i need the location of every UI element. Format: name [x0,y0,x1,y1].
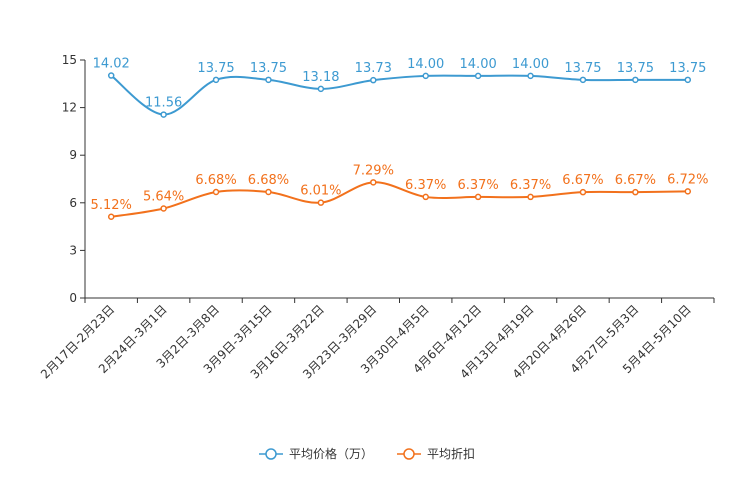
y-tick-label: 15 [62,53,77,67]
legend-marker-icon [265,448,277,460]
data-label: 6.37% [405,178,446,193]
y-tick-label: 6 [69,196,77,210]
data-label: 13.75 [250,61,287,76]
y-tick-label: 3 [69,243,77,257]
data-point [422,72,429,80]
data-label: 14.00 [407,57,444,72]
data-point [317,199,325,206]
data-label: 13.75 [669,61,706,76]
data-label: 6.37% [457,178,498,193]
data-label: 5.12% [91,198,132,213]
data-point [684,76,692,84]
data-label: 6.72% [667,172,708,187]
data-label: 13.73 [355,61,392,76]
data-point [370,76,377,84]
series-layer [107,72,692,221]
legend-item-0[interactable]: 平均价格（万） [259,446,373,461]
data-point [474,193,482,201]
data-point [370,179,377,186]
data-point [579,188,587,196]
data-label: 6.01% [300,184,341,199]
data-label: 11.56 [145,96,182,111]
series-line-0 [110,74,688,116]
data-label: 6.37% [510,178,551,193]
data-point [474,72,482,80]
data-label: 5.64% [143,190,184,205]
data-point [160,111,167,118]
data-label: 7.29% [353,163,394,178]
data-point [317,85,325,93]
data-point [212,188,220,196]
series-line-1 [111,181,688,218]
legend-label: 平均折扣 [427,446,475,461]
data-label: 13.75 [197,61,234,76]
legend-marker-icon [403,448,415,460]
data-label: 14.02 [93,57,130,72]
data-point [265,188,272,196]
data-point [107,213,115,221]
legend[interactable]: 平均价格（万） 平均折扣 [259,446,475,461]
data-point [579,76,587,84]
y-tick-label: 9 [69,148,77,162]
y-tick-label: 0 [69,291,77,305]
data-point [684,188,692,195]
legend-label: 平均价格（万） [289,446,373,461]
data-point [422,193,429,201]
data-label: 6.68% [195,173,236,188]
data-point [265,76,272,84]
data-label: 6.67% [562,173,603,188]
data-label: 13.75 [564,61,601,76]
data-label: 13.18 [302,70,339,85]
data-point [160,205,167,212]
data-point [107,72,115,79]
y-tick-label: 12 [62,101,77,115]
data-label: 6.67% [615,173,656,188]
data-label: 6.68% [248,173,289,188]
data-point [527,72,534,80]
data-label: 14.00 [512,57,549,72]
data-point [632,188,639,196]
data-point [212,76,220,84]
legend-item-1[interactable]: 平均折扣 [397,446,475,461]
data-label: 14.00 [460,57,497,72]
data-label: 13.75 [617,61,654,76]
data-point [527,193,534,201]
data-point [632,76,639,84]
data-labels-layer: 14.02 11.56 13.75 13.75 13.18 13.73 14.00 14.00… [91,57,709,213]
